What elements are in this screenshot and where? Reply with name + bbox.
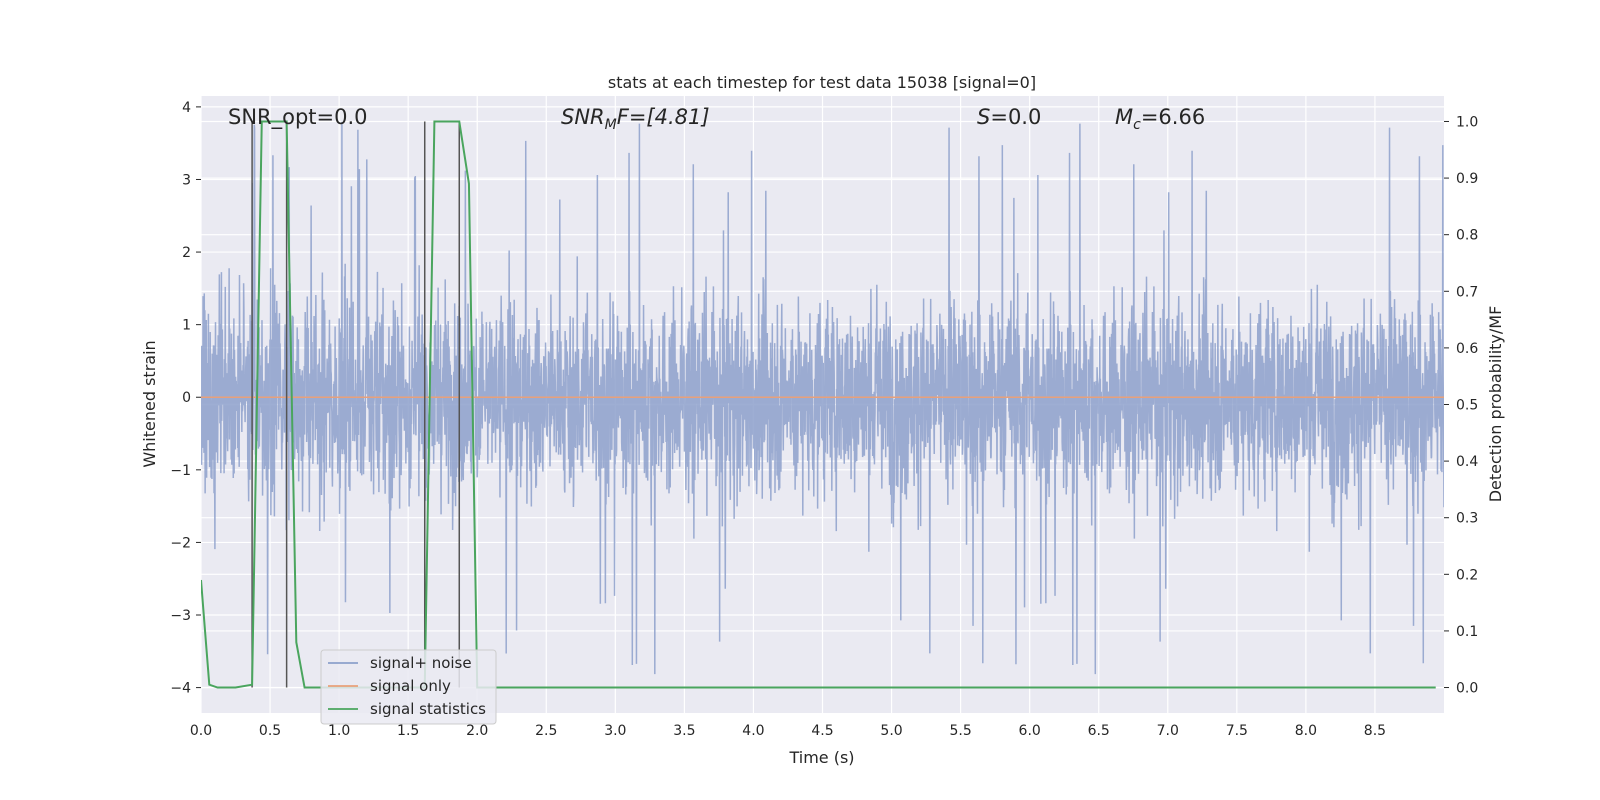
annotation-snr-mf-sub: M <box>605 117 617 133</box>
y-right-tick-label: 0.8 <box>1456 228 1478 244</box>
y-axis-left-label: Whitened strain <box>140 340 159 467</box>
annotation-snr-mf: SNRMF=[4.81] <box>561 105 710 133</box>
x-tick-label: 3.0 <box>604 723 626 739</box>
y-right-tick-label: 0.5 <box>1456 398 1478 414</box>
x-tick-label: 5.5 <box>949 723 971 739</box>
y-left-tick-label: −4 <box>170 681 191 697</box>
legend-label-signal-statistics: signal statistics <box>370 700 486 718</box>
y-axis-left: −4 −3 −2 −1 0 1 2 3 4 <box>170 100 201 697</box>
y-right-tick-label: 0.3 <box>1456 511 1478 527</box>
x-axis: 0.0 0.5 1.0 1.5 2.0 2.5 3.0 3.5 4.0 4.5 5.0 5.5 6.0 6… <box>190 723 1386 739</box>
y-right-tick-label: 0.2 <box>1456 567 1478 583</box>
x-tick-label: 4.5 <box>811 723 833 739</box>
x-tick-label: 4.0 <box>742 723 764 739</box>
y-right-tick-label: 0.9 <box>1456 171 1478 187</box>
annotation-s-value: =0.0 <box>990 105 1041 129</box>
annotation-snr-opt: SNR_opt=0.0 <box>228 105 368 130</box>
y-axis-right-label: Detection probability/MF <box>1486 306 1505 503</box>
x-axis-label: Time (s) <box>788 748 854 767</box>
annotation-s-label: S <box>977 105 990 129</box>
y-left-tick-label: 4 <box>182 100 191 116</box>
y-axis-right: 0.0 0.1 0.2 0.3 0.4 0.5 0.6 0.7 0.8 0.9 1.0 <box>1444 114 1478 697</box>
y-right-tick-label: 0.4 <box>1456 454 1478 470</box>
legend-label-signal-only: signal only <box>370 677 451 695</box>
x-tick-label: 0.0 <box>190 723 212 739</box>
x-tick-label: 8.0 <box>1295 723 1317 739</box>
chart-title: stats at each timestep for test data 150… <box>608 73 1036 92</box>
x-tick-label: 3.5 <box>673 723 695 739</box>
annotation-snr-mf-value: F=[4.81] <box>617 105 710 129</box>
y-left-tick-label: −3 <box>170 608 191 624</box>
legend-box <box>320 649 497 725</box>
annotation-mc-sub: c <box>1133 117 1141 133</box>
legend-label-signal-noise: signal+ noise <box>370 654 472 672</box>
y-left-tick-label: 3 <box>182 172 191 188</box>
annotation-mc-label: M <box>1115 105 1133 129</box>
y-left-tick-label: 0 <box>182 390 191 406</box>
y-right-tick-label: 0.6 <box>1456 341 1478 357</box>
x-tick-label: 2.0 <box>466 723 488 739</box>
y-right-tick-label: 0.0 <box>1456 681 1478 697</box>
annotation-mc-value: =6.66 <box>1141 105 1205 129</box>
vertical-markers <box>251 121 461 688</box>
y-right-tick-label: 1.0 <box>1456 114 1478 130</box>
x-tick-label: 7.5 <box>1226 723 1248 739</box>
x-tick-label: 1.5 <box>397 723 419 739</box>
x-tick-label: 6.0 <box>1019 723 1041 739</box>
y-left-tick-label: 2 <box>182 245 191 261</box>
x-tick-label: 7.0 <box>1157 723 1179 739</box>
annotation-mc: Mc=6.66 <box>1115 105 1205 133</box>
x-tick-label: 0.5 <box>259 723 281 739</box>
y-right-tick-label: 0.7 <box>1456 284 1478 300</box>
legend: signal+ noise signal only signal statist… <box>320 649 497 725</box>
x-tick-label: 5.0 <box>880 723 902 739</box>
y-left-tick-label: −2 <box>170 535 191 551</box>
x-tick-label: 2.5 <box>535 723 557 739</box>
y-left-tick-label: −1 <box>170 463 191 479</box>
y-right-tick-label: 0.1 <box>1456 624 1478 640</box>
x-tick-label: 1.0 <box>328 723 350 739</box>
series-signal-noise <box>201 121 1444 675</box>
y-left-tick-label: 1 <box>182 318 191 334</box>
annotation-s: S=0.0 <box>977 105 1041 129</box>
annotation-snr-mf-label: SNR <box>561 105 605 129</box>
x-tick-label: 6.5 <box>1088 723 1110 739</box>
x-tick-label: 8.5 <box>1364 723 1386 739</box>
